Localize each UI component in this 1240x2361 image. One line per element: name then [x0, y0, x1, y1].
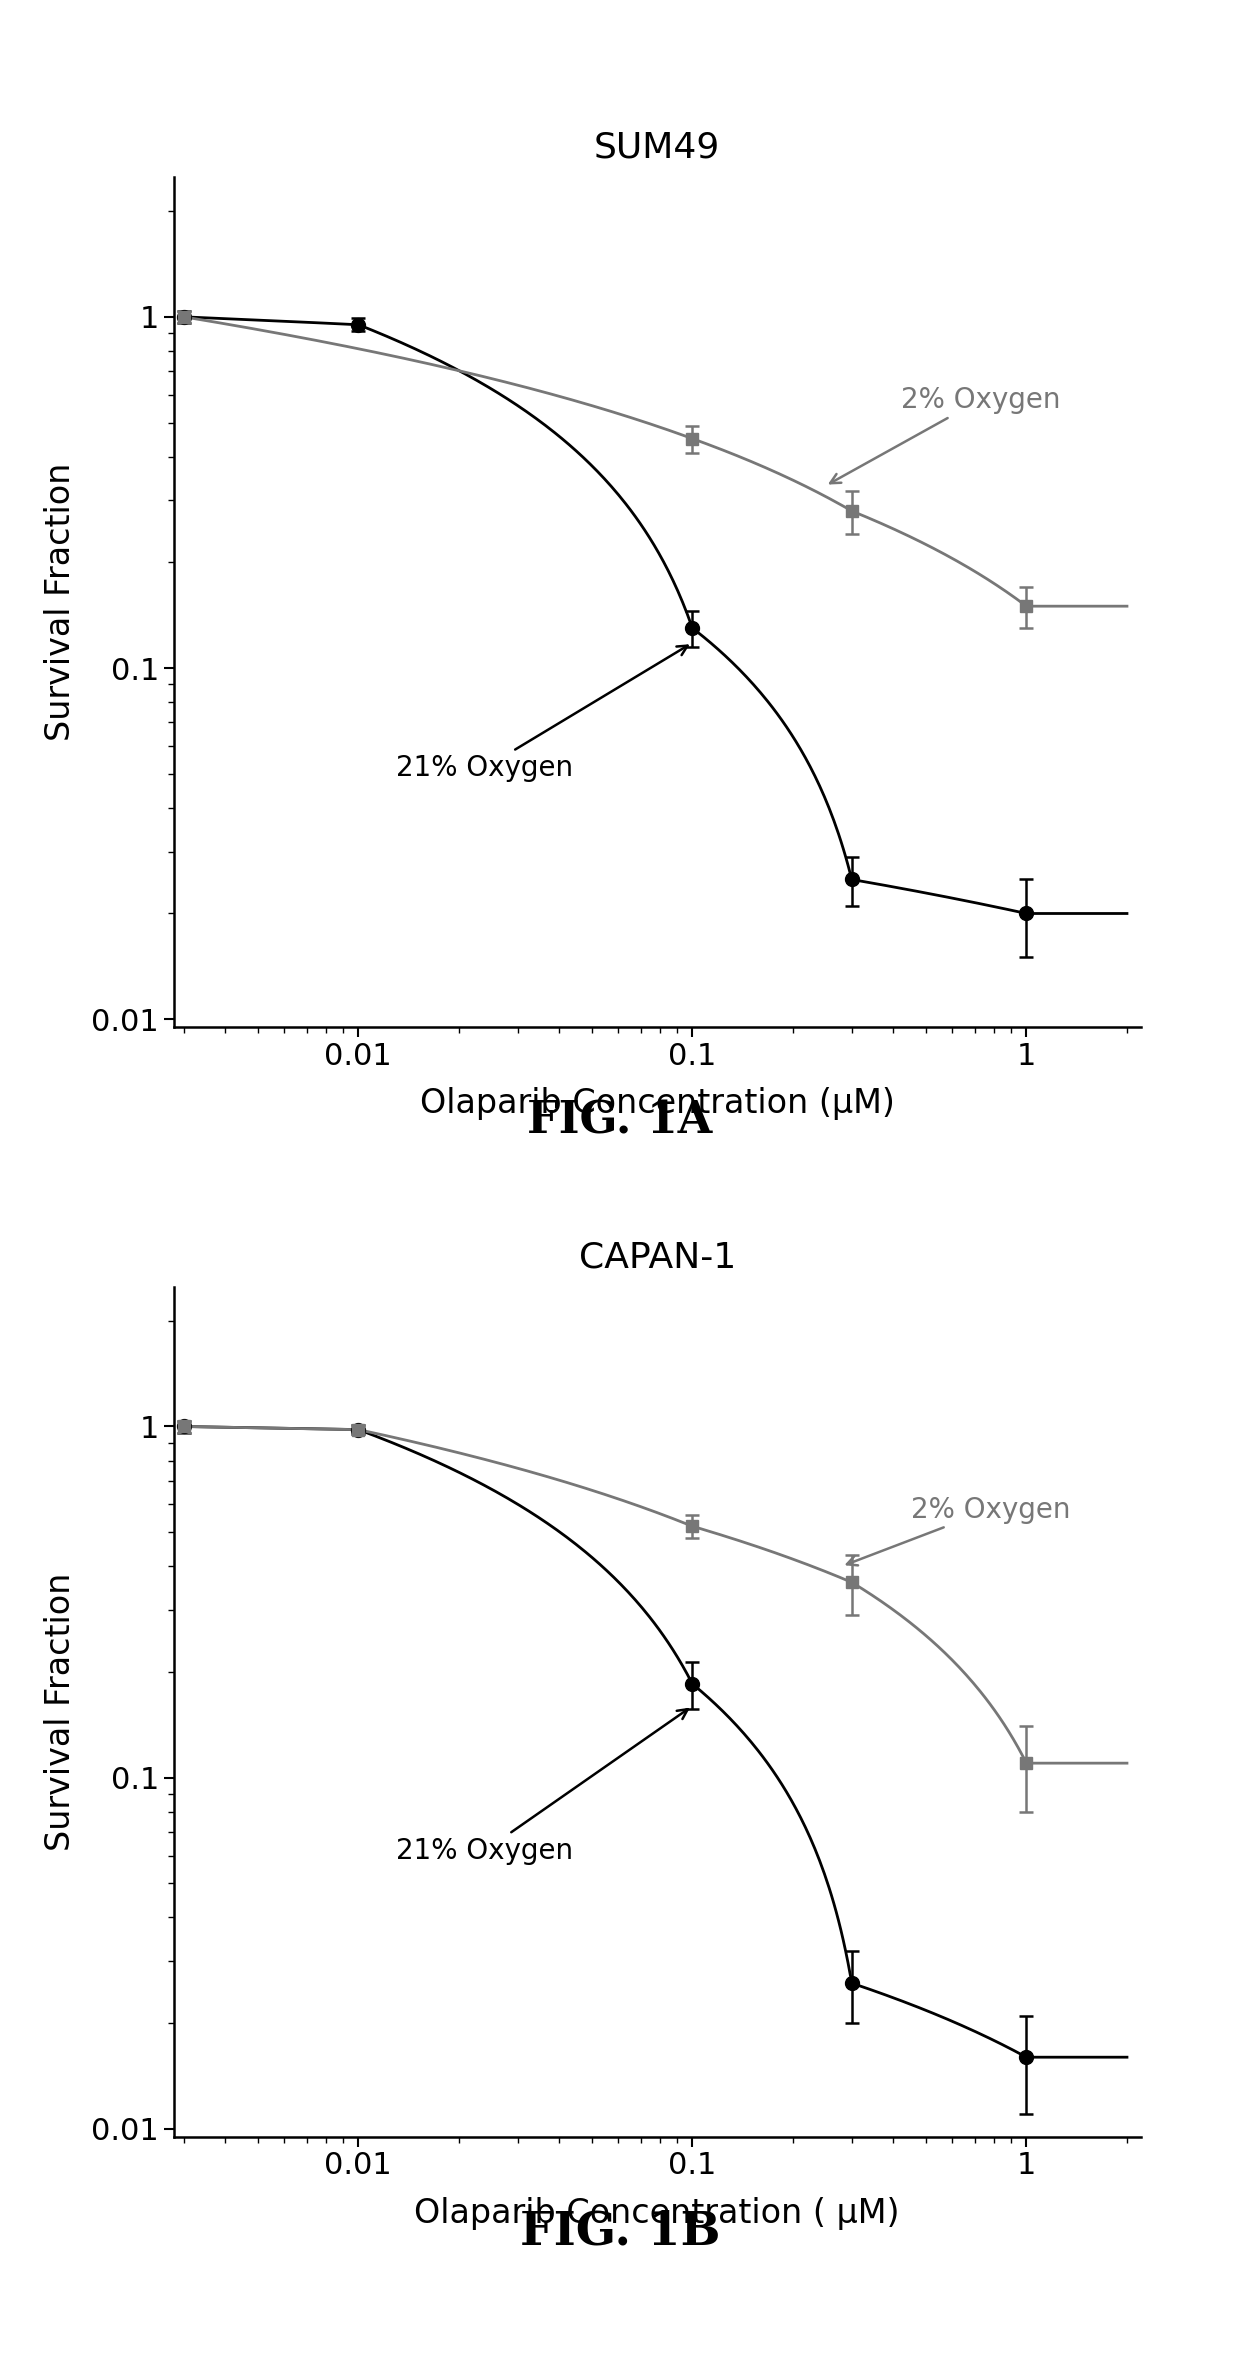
Text: 21% Oxygen: 21% Oxygen	[397, 1709, 688, 1865]
Y-axis label: Survival Fraction: Survival Fraction	[45, 1572, 77, 1851]
Y-axis label: Survival Fraction: Survival Fraction	[45, 463, 77, 741]
X-axis label: Olaparib Concentration (μM): Olaparib Concentration (μM)	[420, 1088, 894, 1119]
Text: FIG. 1A: FIG. 1A	[527, 1100, 713, 1143]
Title: SUM49: SUM49	[594, 130, 720, 165]
Text: 2% Oxygen: 2% Oxygen	[847, 1495, 1070, 1565]
Text: 2% Oxygen: 2% Oxygen	[830, 385, 1060, 484]
X-axis label: Olaparib Concentration ( μM): Olaparib Concentration ( μM)	[414, 2198, 900, 2229]
Title: CAPAN-1: CAPAN-1	[579, 1240, 735, 1275]
Text: FIG. 1B: FIG. 1B	[520, 2208, 720, 2255]
Text: 21% Oxygen: 21% Oxygen	[397, 645, 687, 781]
